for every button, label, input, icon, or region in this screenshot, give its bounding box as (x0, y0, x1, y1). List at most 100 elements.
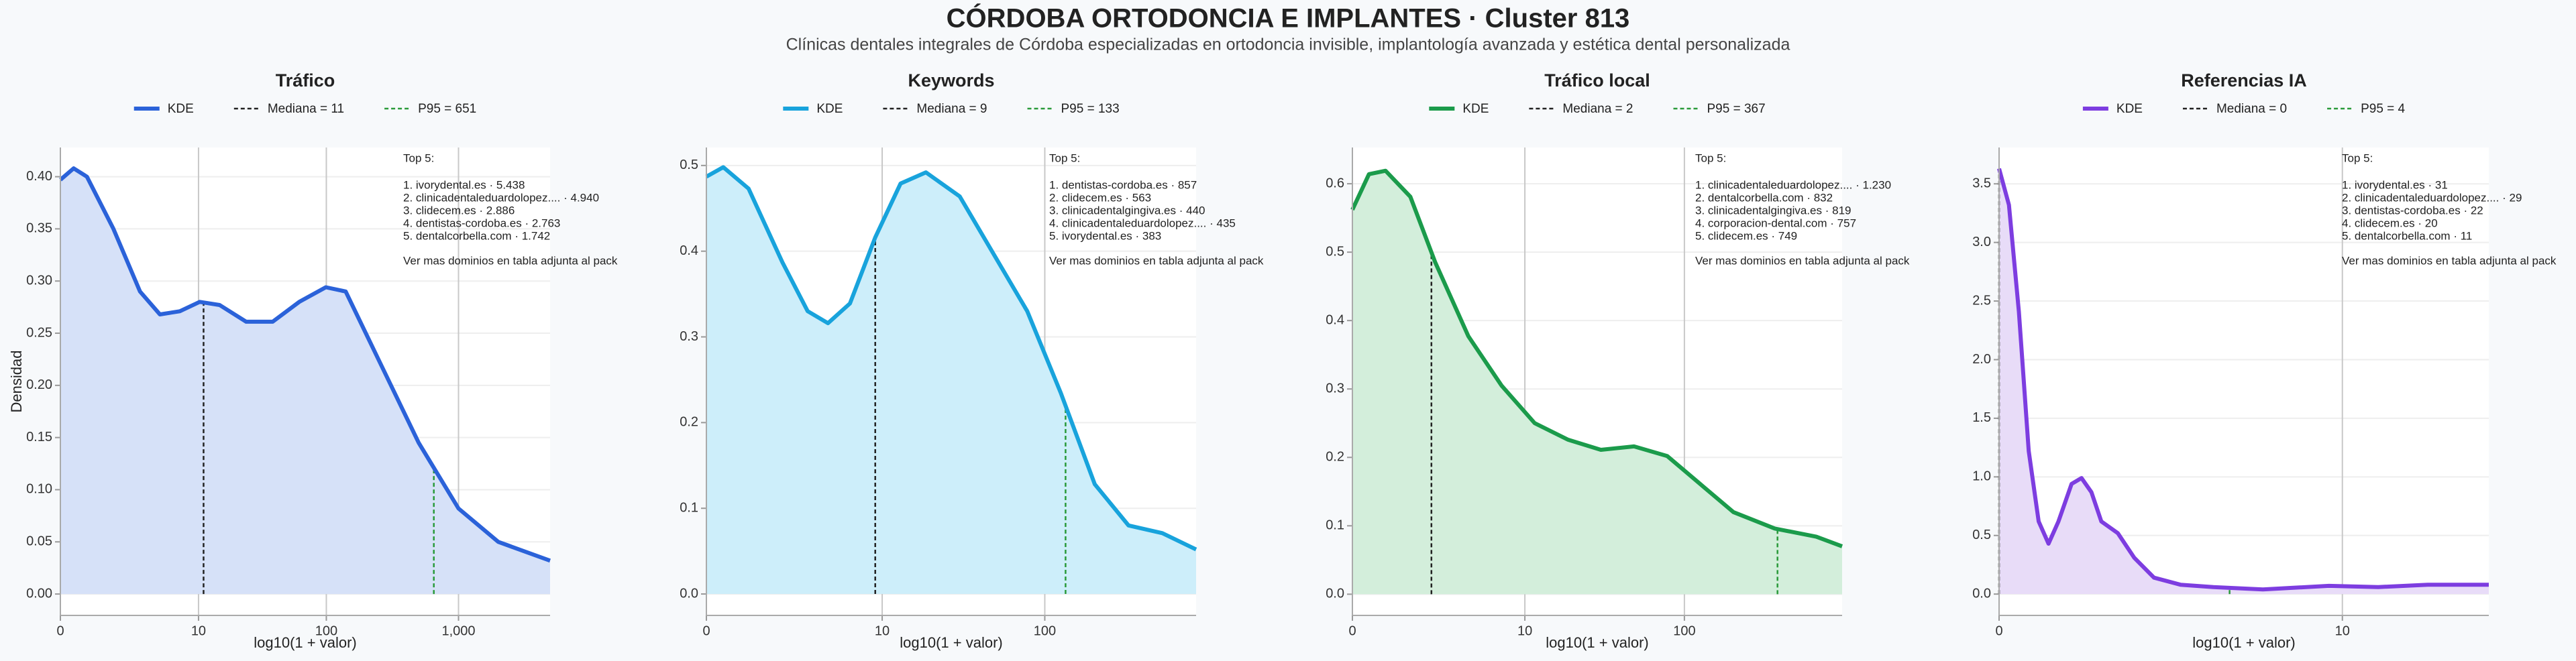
legend-label: KDE (168, 102, 194, 116)
y-tick-label: 0.6 (1326, 176, 1344, 190)
x-tick-label: 0 (1995, 623, 2002, 638)
annotation-note: Ver mas dominios en tabla adjunta al pac… (403, 254, 618, 267)
panel: 0.0 0.1 0.2 0.3 0.4 0.5 0.6 0 10 100 Tráfico local… (1326, 70, 1910, 651)
annotation-note: Ver mas dominios en tabla adjunta al pac… (1695, 254, 1910, 267)
y-tick-label: 0.0 (680, 586, 698, 601)
legend-label: Mediana = 9 (916, 102, 987, 116)
legend-label: Mediana = 11 (268, 102, 344, 116)
y-axis-label: Densidad (8, 351, 25, 413)
annotation-item: 1. clinicadentaleduardolopez.... · 1.230 (1695, 178, 1891, 191)
y-tick-label: 0.20 (26, 377, 52, 392)
y-tick-label: 0.35 (26, 221, 52, 236)
legend-label: P95 = 651 (418, 102, 476, 116)
legend-label: P95 = 367 (1707, 102, 1766, 116)
x-tick-label: 10 (2335, 623, 2350, 638)
y-tick-label: 3.0 (1972, 235, 1991, 249)
annotation-item: 5. ivorydental.es · 383 (1049, 229, 1161, 242)
y-tick-label: 0.10 (26, 482, 52, 497)
annotation-item: 3. clinicadentalgingiva.es · 819 (1695, 204, 1851, 217)
y-tick-label: 0.00 (26, 586, 52, 601)
kde-area (1999, 168, 2489, 595)
y-tick-label: 0.0 (1972, 586, 1991, 601)
y-tick-label: 1.5 (1972, 410, 1991, 425)
legend-label: KDE (2116, 102, 2143, 116)
legend-label: KDE (1462, 102, 1489, 116)
annotation-note: Ver mas dominios en tabla adjunta al pac… (1049, 254, 1264, 267)
annotation-item: 5. dentalcorbella.com · 11 (2342, 229, 2472, 242)
y-tick-label: 0.3 (680, 329, 698, 344)
x-tick-label: 0 (702, 623, 710, 638)
kde-area (60, 168, 550, 595)
kde-line (1350, 168, 1843, 548)
annotation-item: 3. clidecem.es · 2.886 (403, 204, 515, 217)
x-tick-label: 100 (1034, 623, 1056, 638)
annotation-item: 3. dentistas-cordoba.es · 22 (2342, 204, 2483, 217)
y-tick-label: 0.2 (1326, 450, 1344, 465)
x-tick-label: 10 (1517, 623, 1532, 638)
legend-label: KDE (816, 102, 843, 116)
annotation-item: 2. dentalcorbella.com · 832 (1695, 191, 1833, 204)
x-axis-label: log10(1 + valor) (2192, 634, 2295, 651)
x-tick-label: 10 (191, 623, 206, 638)
panel: 0.0 0.1 0.2 0.3 0.4 0.5 0 10 100 Keywords log10(1 … (680, 70, 1264, 651)
y-tick-label: 0.40 (26, 169, 52, 184)
y-tick-label: 0.1 (680, 500, 698, 515)
legend: KDE Mediana = 11 P95 = 651 (133, 102, 476, 116)
x-tick-label: 1,000 (441, 623, 475, 638)
y-tick-label: 0.5 (680, 158, 698, 172)
y-tick-label: 0.2 (680, 415, 698, 430)
x-axis-label: log10(1 + valor) (254, 634, 356, 651)
y-tick-label: 2.5 (1972, 293, 1991, 308)
panel-title: Referencias IA (2181, 70, 2307, 91)
y-tick-label: 1.0 (1972, 469, 1991, 484)
legend: KDE Mediana = 2 P95 = 367 (1429, 102, 1766, 116)
annotation-item: 5. dentalcorbella.com · 1.742 (403, 229, 550, 242)
kde-line (1997, 168, 2489, 592)
y-tick-label: 0.3 (1326, 381, 1344, 396)
kde-line (705, 165, 1197, 552)
page-subtitle: Clínicas dentales integrales de Córdoba … (786, 36, 1790, 54)
y-tick-label: 0.30 (26, 273, 52, 288)
y-tick-label: 0.5 (1326, 244, 1344, 259)
annotation-item: 1. ivorydental.es · 5.438 (403, 178, 525, 191)
y-tick-label: 0.05 (26, 534, 52, 549)
kde-line (59, 166, 551, 563)
annotation-item: 2. clinicadentaleduardolopez.... · 29 (2342, 191, 2522, 204)
legend-label: Mediana = 2 (1562, 102, 1633, 116)
page-title: CÓRDOBA ORTODONCIA E IMPLANTES · Cluster… (947, 3, 1630, 34)
annotation-item: 1. dentistas-cordoba.es · 857 (1049, 178, 1197, 191)
annotation-item: 3. clinicadentalgingiva.es · 440 (1049, 204, 1205, 217)
y-tick-label: 0.1 (1326, 518, 1344, 533)
annotation-item: 4. dentistas-cordoba.es · 2.763 (403, 217, 560, 229)
x-tick-label: 100 (1673, 623, 1695, 638)
panel-title: Keywords (908, 70, 994, 91)
y-tick-label: 0.5 (1972, 528, 1991, 542)
annotation-item: 5. clidecem.es · 749 (1695, 229, 1797, 242)
y-tick-label: 0.25 (26, 325, 52, 340)
annotation-item: 2. clidecem.es · 563 (1049, 191, 1151, 204)
x-tick-label: 10 (875, 623, 890, 638)
legend-label: P95 = 133 (1061, 102, 1120, 116)
annotation-item: 4. corporacion-dental.com · 757 (1695, 217, 1856, 229)
kde-area (1352, 170, 1842, 595)
annotation-title: Top 5: (403, 152, 434, 164)
x-tick-label: 0 (1348, 623, 1356, 638)
panel: 0.0 0.5 1.0 1.5 2.0 2.5 3.0 3.5 0 10 Referencias I… (1972, 70, 2557, 651)
annotation-item: 2. clinicadentaleduardolopez.... · 4.940 (403, 191, 599, 204)
y-tick-label: 0.4 (1326, 312, 1344, 327)
x-axis-label: log10(1 + valor) (1546, 634, 1648, 651)
y-tick-label: 0.4 (680, 243, 698, 258)
panel: 0.00 0.05 0.10 0.15 0.20 0.25 0.30 0.35 0.40 0 10 1… (8, 70, 618, 651)
legend-label: Mediana = 0 (2216, 102, 2287, 116)
annotation-item: 1. ivorydental.es · 31 (2342, 178, 2448, 191)
annotation-item: 4. clinicadentaleduardolopez.... · 435 (1049, 217, 1236, 229)
y-tick-label: 2.0 (1972, 352, 1991, 367)
annotation-title: Top 5: (1695, 152, 1726, 164)
y-tick-label: 0.0 (1326, 587, 1344, 601)
y-tick-label: 3.5 (1972, 176, 1991, 190)
legend-label: P95 = 4 (2361, 102, 2405, 116)
annotation-title: Top 5: (1049, 152, 1080, 164)
legend: KDE Mediana = 9 P95 = 133 (783, 102, 1120, 116)
